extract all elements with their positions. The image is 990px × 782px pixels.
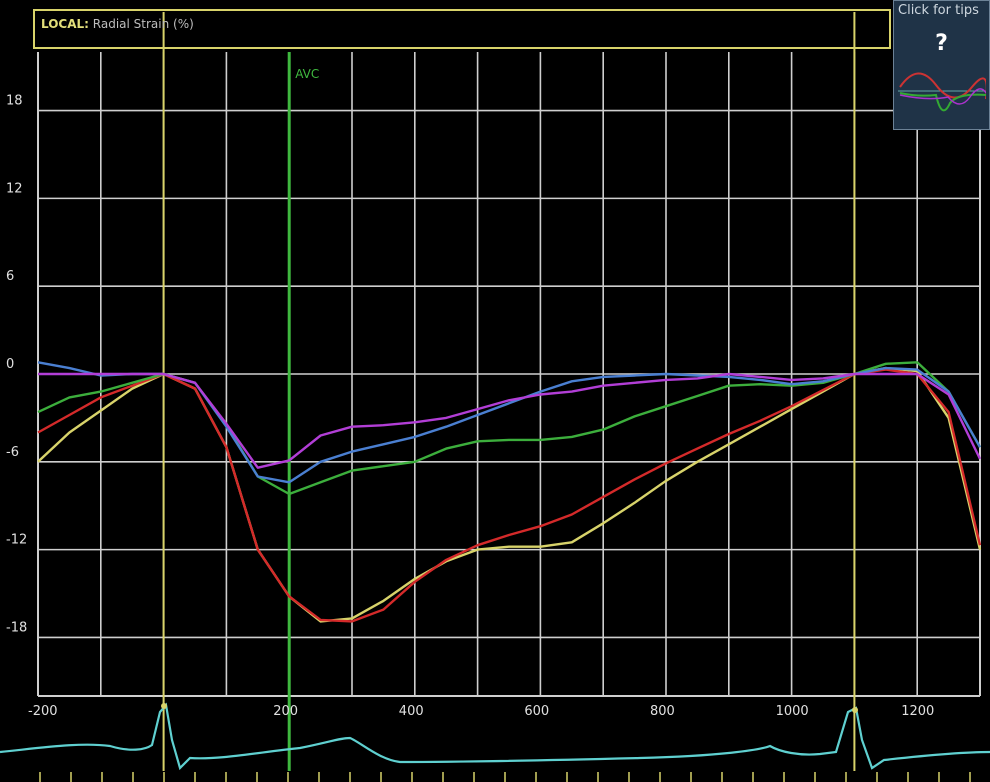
x-tick-labels: -200 200 400 600 800 1000 1200 <box>28 704 934 719</box>
x-tick-label: 1000 <box>776 704 809 719</box>
avc-label: AVC <box>295 67 319 81</box>
y-tick-label: -18 <box>6 620 27 635</box>
y-tick-label: -12 <box>6 533 27 548</box>
strain-series-line-2 <box>37 368 982 623</box>
chart-title: LOCAL: Radial Strain (%) <box>41 17 194 31</box>
y-tick-label: 6 <box>6 269 14 284</box>
r-wave-marker <box>852 707 858 713</box>
y-tick-label: 12 <box>6 181 23 196</box>
y-tick-label: -6 <box>6 445 19 460</box>
x-tick-label: -200 <box>28 704 58 719</box>
help-text: Click for tips <box>898 3 979 18</box>
y-tick-labels: 18 12 6 0 -6 -12 -18 <box>6 94 27 636</box>
x-tick-label: 200 <box>273 704 298 719</box>
title-prefix: LOCAL: <box>41 17 89 31</box>
question-icon[interactable]: ? <box>935 31 948 56</box>
help-panel[interactable]: Click for tips ? <box>893 0 990 130</box>
thumbnail-chart-icon <box>898 72 986 112</box>
chart-title-box: LOCAL: Radial Strain (%) <box>33 9 891 49</box>
y-tick-label: 0 <box>6 357 14 372</box>
series-lines <box>37 361 982 623</box>
title-label: Radial Strain (%) <box>92 17 194 31</box>
grid <box>37 52 981 697</box>
r-wave-marker <box>161 703 167 709</box>
strain-series-line-5 <box>38 372 982 469</box>
x-tick-label: 800 <box>650 704 675 719</box>
strain-series-line-1 <box>37 366 982 623</box>
x-tick-label: 1200 <box>901 704 934 719</box>
x-tick-label: 400 <box>399 704 424 719</box>
y-tick-label: 18 <box>6 94 23 109</box>
ecg-waveform <box>0 702 990 771</box>
ecg-trace <box>0 702 990 782</box>
event-markers: AVC <box>162 12 856 771</box>
x-tick-label: 600 <box>524 704 549 719</box>
